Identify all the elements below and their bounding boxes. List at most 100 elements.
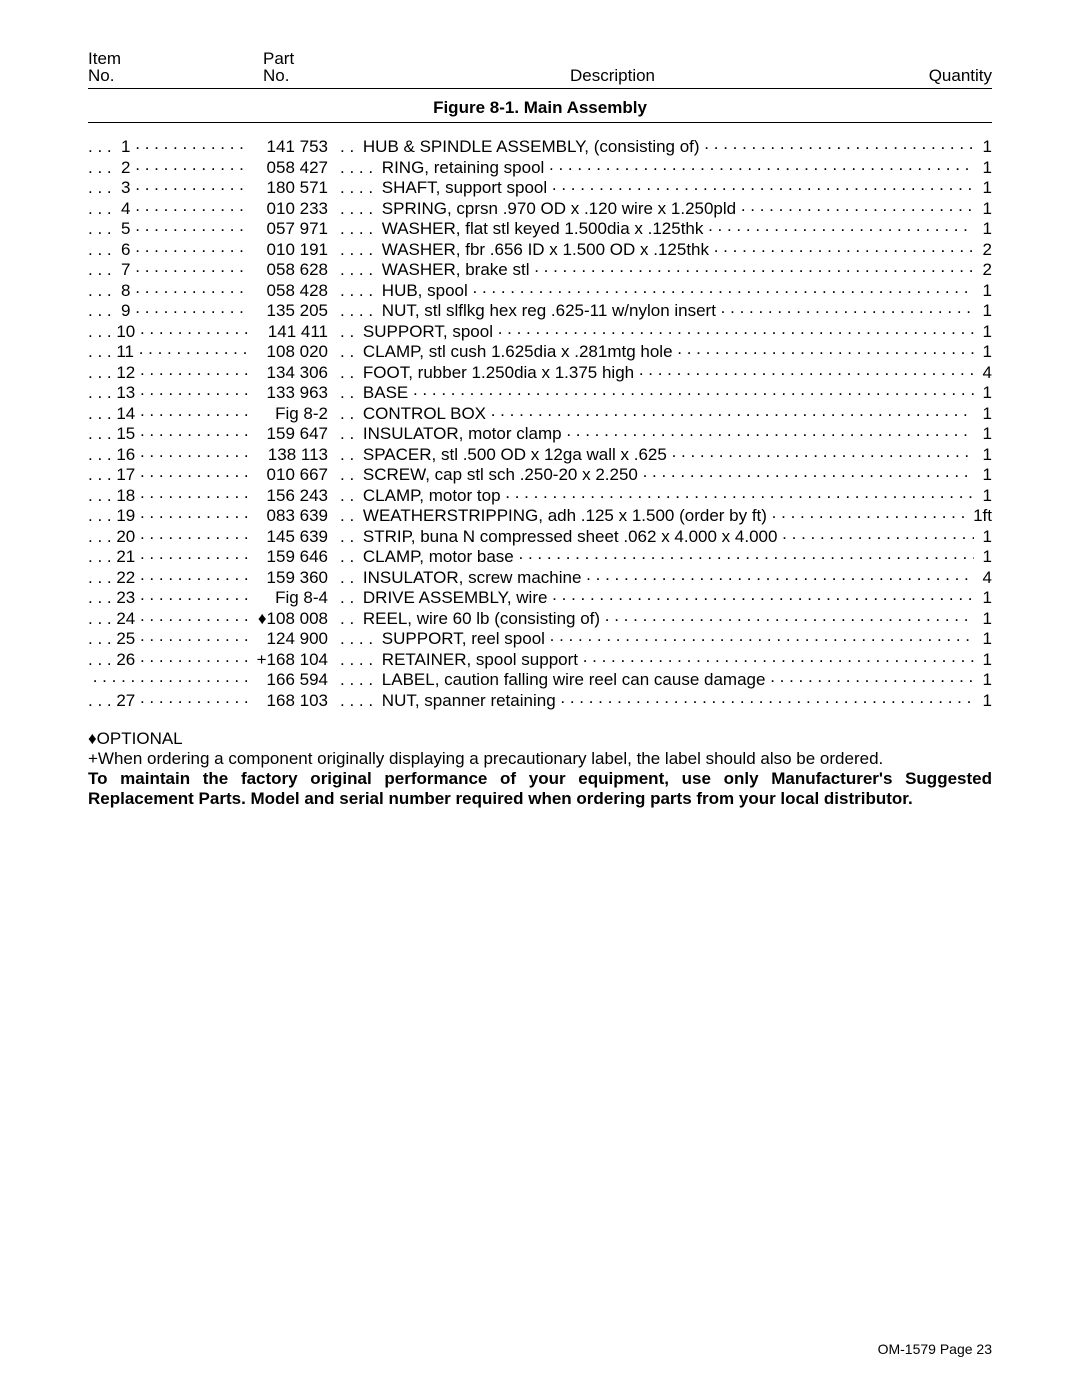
part-number: ♦108 008 <box>248 610 334 628</box>
indent-dots: . . <box>334 343 354 361</box>
parts-row: . . . 16 138 113. . SPACER, stl .500 OD … <box>88 443 992 464</box>
parts-row: . . . 13 133 963. . BASE 1 <box>88 381 992 402</box>
part-number: 159 360 <box>248 569 334 587</box>
item-number: . . . 22 <box>88 569 140 587</box>
item-number: . . . 21 <box>88 548 140 566</box>
leader-dots <box>505 484 974 501</box>
parts-row: . . . 2 058 427. . . . RING, retaining s… <box>88 156 992 177</box>
leader-dots <box>549 156 974 173</box>
quantity: 1 <box>974 343 992 361</box>
description: RING, retaining spool <box>373 159 549 177</box>
item-cell: . . . 9 <box>88 299 248 320</box>
leader-dots <box>140 504 248 521</box>
leader-dots <box>413 381 974 398</box>
item-cell: . . . 12 <box>88 361 248 382</box>
quantity: 1 <box>974 651 992 669</box>
item-cell: . . . 26 <box>88 648 248 669</box>
part-number: 010 233 <box>248 200 334 218</box>
item-number: . . . 1 <box>88 138 135 156</box>
note-optional: ♦OPTIONAL <box>88 729 992 749</box>
indent-dots: . . <box>334 487 354 505</box>
indent-dots: . . <box>334 507 354 525</box>
item-cell: . . . 16 <box>88 443 248 464</box>
item-cell <box>88 668 248 689</box>
part-number: +168 104 <box>248 651 334 669</box>
parts-row: . . . 3 180 571. . . . SHAFT, support sp… <box>88 176 992 197</box>
parts-row: . . . 8 058 428. . . . HUB, spool 1 <box>88 279 992 300</box>
indent-dots: . . <box>334 610 354 628</box>
leader-dots <box>93 668 248 685</box>
item-number: . . . 18 <box>88 487 140 505</box>
header-part: Part No. <box>263 50 323 84</box>
quantity: 1 <box>974 425 992 443</box>
item-number: . . . 6 <box>88 241 135 259</box>
item-cell: . . . 3 <box>88 176 248 197</box>
description: CLAMP, motor base <box>354 548 518 566</box>
description: INSULATOR, motor clamp <box>354 425 566 443</box>
item-cell: . . . 17 <box>88 463 248 484</box>
description: WEATHERSTRIPPING, adh .125 x 1.500 (orde… <box>354 507 772 525</box>
leader-dots <box>135 176 248 193</box>
parts-list: . . . 1 141 753. . HUB & SPINDLE ASSEMBL… <box>88 135 992 709</box>
item-cell: . . . 14 <box>88 402 248 423</box>
part-number: 138 113 <box>248 446 334 464</box>
parts-row: . . . 20 145 639. . STRIP, buna N compre… <box>88 525 992 546</box>
note-plus: +When ordering a component originally di… <box>88 749 992 769</box>
item-number: . . . 17 <box>88 466 140 484</box>
parts-row: . . . 5 057 971. . . . WASHER, flat stl … <box>88 217 992 238</box>
part-number: Fig 8-2 <box>248 405 334 423</box>
leader-dots <box>519 545 974 562</box>
parts-row: . . . 25 124 900. . . . SUPPORT, reel sp… <box>88 627 992 648</box>
leader-dots <box>135 258 248 275</box>
leader-dots <box>140 525 248 542</box>
indent-dots: . . <box>334 528 354 546</box>
leader-dots <box>552 176 974 193</box>
part-number: 145 639 <box>248 528 334 546</box>
parts-row: . . . 17 010 667. . SCREW, cap stl sch .… <box>88 463 992 484</box>
item-number: . . . 3 <box>88 179 135 197</box>
parts-row: . . . 21 159 646. . CLAMP, motor base 1 <box>88 545 992 566</box>
description: WASHER, flat stl keyed 1.500dia x .125th… <box>373 220 708 238</box>
description: WASHER, brake stl <box>373 261 534 279</box>
indent-dots: . . . . <box>334 159 373 177</box>
description: RETAINER, spool support <box>373 651 583 669</box>
leader-dots <box>534 258 974 275</box>
quantity: 1 <box>974 384 992 402</box>
parts-row: . . . 14 Fig 8-2. . CONTROL BOX 1 <box>88 402 992 423</box>
figure-title: Figure 8-1. Main Assembly <box>88 99 992 116</box>
parts-row: 166 594. . . . LABEL, caution falling wi… <box>88 668 992 689</box>
parts-row: . . . 23 Fig 8-4. . DRIVE ASSEMBLY, wire… <box>88 586 992 607</box>
indent-dots: . . . . <box>334 671 373 689</box>
header-item-line2: No. <box>88 67 263 84</box>
item-cell: . . . 25 <box>88 627 248 648</box>
part-number: 057 971 <box>248 220 334 238</box>
item-number: . . . 24 <box>88 610 140 628</box>
leader-dots <box>560 689 973 706</box>
quantity: 1 <box>974 487 992 505</box>
indent-dots: . . . . <box>334 179 373 197</box>
description: NUT, spanner retaining <box>373 692 560 710</box>
leader-dots <box>770 668 974 685</box>
quantity: 1 <box>974 323 992 341</box>
parts-row: . . . 24 ♦108 008. . REEL, wire 60 lb (c… <box>88 607 992 628</box>
leader-dots <box>135 238 248 255</box>
indent-dots: . . . . <box>334 630 373 648</box>
leader-dots <box>473 279 974 296</box>
indent-dots: . . . . <box>334 241 373 259</box>
item-number: . . . 7 <box>88 261 135 279</box>
item-number: . . . 12 <box>88 364 140 382</box>
leader-dots <box>782 525 974 542</box>
item-number: . . . 14 <box>88 405 140 423</box>
item-number: . . . 16 <box>88 446 140 464</box>
leader-dots <box>566 422 973 439</box>
quantity: 1 <box>974 159 992 177</box>
leader-dots <box>140 607 248 624</box>
header-part-line1: Part <box>263 50 323 67</box>
leader-dots <box>721 299 974 316</box>
parts-row: . . . 27 168 103. . . . NUT, spanner ret… <box>88 689 992 710</box>
quantity: 1 <box>974 200 992 218</box>
column-headers: Item No. Part No. Description Quantity <box>88 50 992 89</box>
description: NUT, stl slflkg hex reg .625-11 w/nylon … <box>373 302 721 320</box>
item-cell: . . . 6 <box>88 238 248 259</box>
description: FOOT, rubber 1.250dia x 1.375 high <box>354 364 639 382</box>
